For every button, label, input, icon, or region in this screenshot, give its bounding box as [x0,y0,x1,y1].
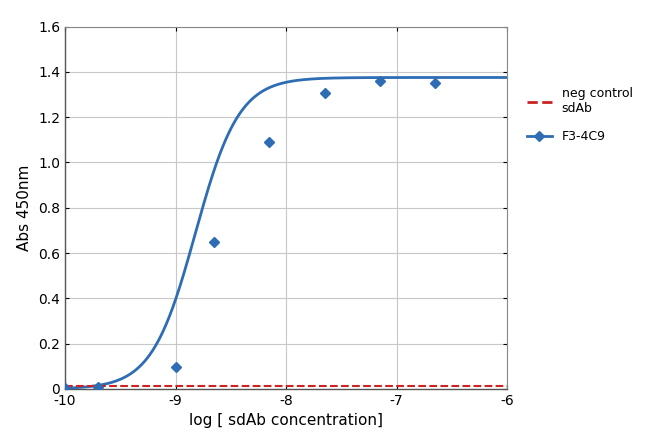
X-axis label: log [ sdAb concentration]: log [ sdAb concentration] [189,413,383,428]
Y-axis label: Abs 450nm: Abs 450nm [18,164,32,251]
Legend: neg control
sdAb, F3-4C9: neg control sdAb, F3-4C9 [526,87,632,143]
